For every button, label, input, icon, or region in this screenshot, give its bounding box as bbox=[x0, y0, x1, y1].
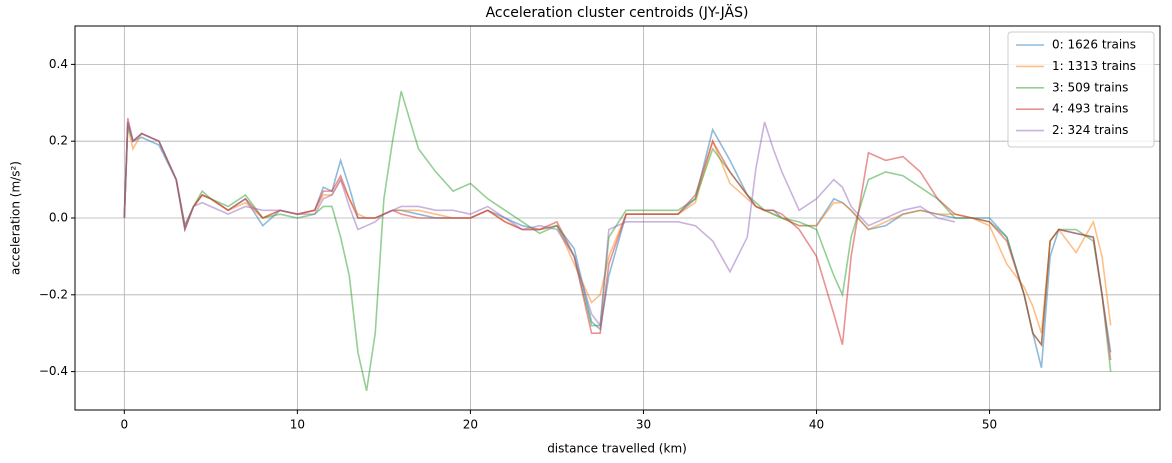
legend: 0: 1626 trains 1: 1313 trains 3: 509 train… bbox=[1007, 31, 1155, 148]
plot-frame bbox=[74, 25, 1161, 411]
y-tick-label: 0.0 bbox=[49, 211, 68, 225]
series-line bbox=[123, 117, 1112, 361]
x-tick-label: 40 bbox=[809, 418, 824, 432]
series-line bbox=[123, 121, 956, 328]
x-tick-label: 30 bbox=[636, 418, 651, 432]
x-tick-label: 20 bbox=[463, 418, 478, 432]
x-tick-label: 50 bbox=[982, 418, 997, 432]
y-tick-label: 0.4 bbox=[49, 57, 68, 71]
chart-title: Acceleration cluster centroids (JY-JÄS) bbox=[486, 3, 749, 21]
series-line bbox=[123, 125, 1112, 334]
legend-box bbox=[1007, 31, 1155, 148]
legend-label: 0: 1626 trains bbox=[1052, 38, 1136, 52]
legend-label: 2: 324 trains bbox=[1052, 123, 1128, 137]
legend-label: 1: 1313 trains bbox=[1052, 59, 1136, 73]
legend-label: 4: 493 trains bbox=[1052, 102, 1128, 116]
x-tick-label: 0 bbox=[120, 418, 128, 432]
series-line bbox=[123, 121, 1112, 368]
y-axis-label: acceleration (m/s²) bbox=[9, 161, 23, 275]
legend-label: 3: 509 trains bbox=[1052, 80, 1128, 94]
y-tick-label: 0.2 bbox=[49, 134, 68, 148]
x-tick-label: 10 bbox=[290, 418, 305, 432]
x-axis-label: distance travelled (km) bbox=[547, 442, 687, 456]
y-tick-label: −0.2 bbox=[39, 287, 68, 301]
y-tick-label: −0.4 bbox=[39, 364, 68, 378]
